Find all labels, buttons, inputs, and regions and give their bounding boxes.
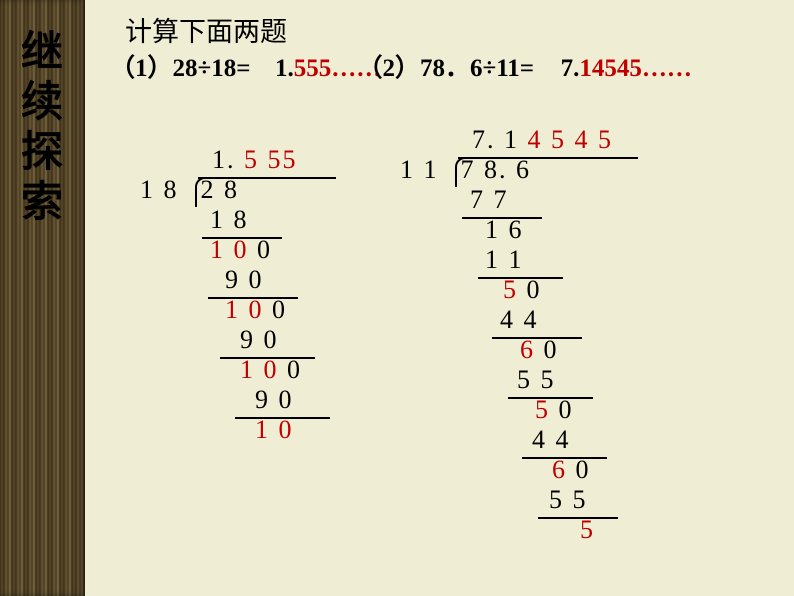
d1-bracket — [195, 177, 209, 207]
d2-r4r: 5 — [503, 275, 518, 304]
prob1-ans-b: 1. — [275, 55, 294, 82]
prob2-label: （2）78．6÷11= — [357, 55, 534, 82]
d2-r8b: 0 — [550, 395, 574, 424]
long-division-2: 7. 1 4 5 4 5 1 17 8. 6 7 7 1 6 1 1 5 0 4… — [400, 125, 541, 545]
d1-r4b: 0 — [264, 295, 288, 324]
d2-r9: 4 4 — [532, 425, 571, 454]
d2-r3: 1 1 — [485, 245, 524, 274]
d1-r3: 9 0 — [225, 265, 264, 294]
d2-quot-r2: 5 — [598, 125, 613, 154]
d2-r6b: 0 — [535, 335, 559, 364]
spine-char-1: 继 — [17, 28, 67, 78]
d2-quot-r: 4 5 4 — [528, 125, 599, 154]
d1-quot-b: 1. — [212, 145, 236, 174]
d2-quot-b: 7. 1 — [472, 125, 528, 154]
spine-char-3: 探 — [17, 128, 67, 178]
d2-dvs: 1 1 — [400, 155, 439, 184]
d2-r5: 4 4 — [500, 305, 539, 334]
spine-char-4: 索 — [17, 178, 67, 228]
d2-r12r: 5 — [580, 515, 595, 544]
spine-text: 继 续 探 索 — [17, 28, 67, 228]
d2-r1: 7 7 — [470, 185, 509, 214]
d2-r6r: 6 — [520, 335, 535, 364]
d1-r6r: 1 0 — [240, 355, 279, 384]
d2-r4b: 0 — [518, 275, 542, 304]
d1-r4r: 1 0 — [225, 295, 264, 324]
prob1-label: （1）28÷18= — [110, 55, 250, 82]
d1-quot-r: 5 55 — [236, 145, 298, 174]
d1-r1: 1 8 — [210, 205, 249, 234]
d2-r8r: 5 — [535, 395, 550, 424]
d1-dvs: 1 8 — [140, 175, 179, 204]
d2-r11: 5 5 — [549, 485, 588, 514]
problem-line: （1）28÷18= 1.555…… （2）78．6÷11= 7.14545…… — [110, 48, 692, 84]
prob2-ans-r: 14545…… — [579, 55, 692, 82]
d1-r8r: 1 0 — [255, 415, 294, 444]
d2-bracket — [455, 157, 469, 187]
d1-r7: 9 0 — [255, 385, 294, 414]
d1-r2r: 1 0 — [210, 235, 249, 264]
d2-r10b: 0 — [567, 455, 591, 484]
prob2-ans-b: 7. — [561, 55, 580, 82]
d2-r7: 5 5 — [517, 365, 556, 394]
d2-r2: 1 6 — [485, 215, 524, 244]
d2-r10r: 6 — [552, 455, 567, 484]
d1-r6b: 0 — [279, 355, 303, 384]
d1-r2b: 0 — [249, 235, 273, 264]
page-content: 计算下面两题 （1）28÷18= 1.555…… （2）78．6÷11= 7.1… — [105, 0, 794, 596]
page-title: 计算下面两题 — [125, 10, 287, 49]
d2-dvd: 7 8. 6 — [461, 155, 532, 184]
long-division-1: 1. 5 55 1 82 8 1 8 1 0 0 9 0 1 0 0 9 0 1… — [140, 145, 239, 445]
book-spine: 继 续 探 索 — [0, 0, 85, 596]
d1-r5: 9 0 — [240, 325, 279, 354]
spine-char-2: 续 — [17, 78, 67, 128]
